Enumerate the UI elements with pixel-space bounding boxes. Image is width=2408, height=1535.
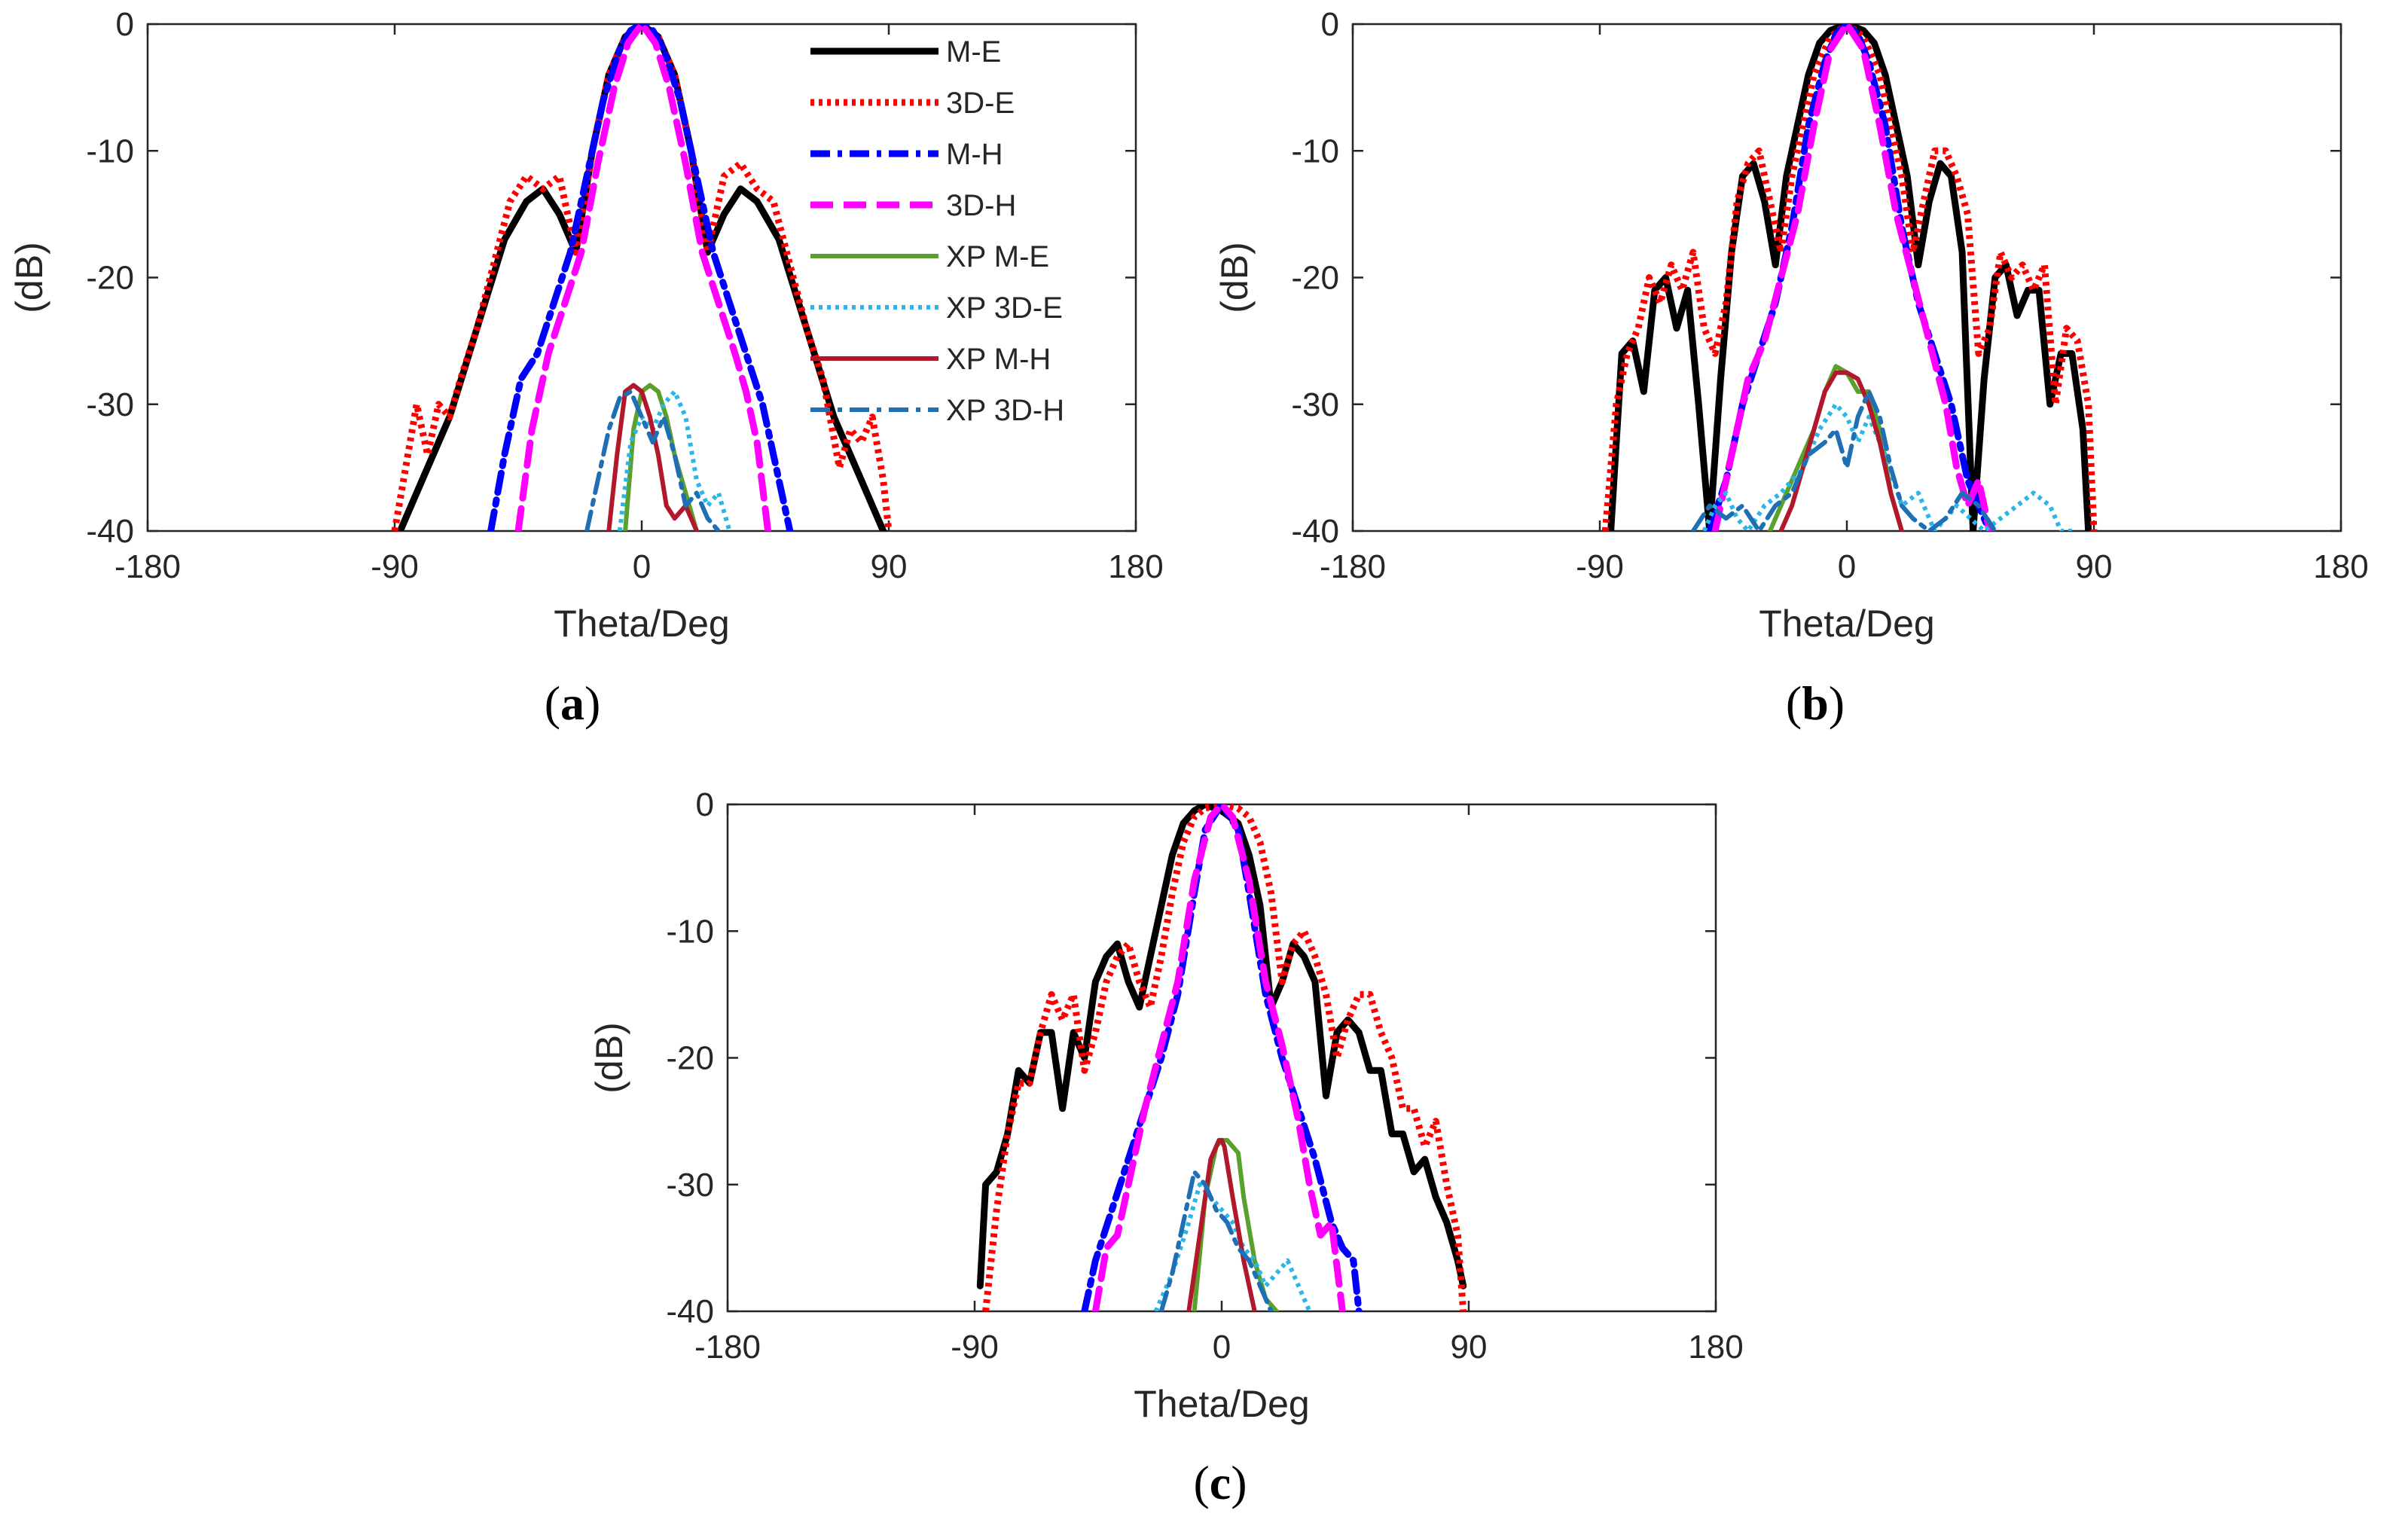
y-tick-label: -20 xyxy=(1291,260,1339,297)
x-tick-label: 180 xyxy=(1688,1329,1743,1366)
legend-entry: XP M-E xyxy=(946,240,1049,273)
y-tick-label: 0 xyxy=(116,6,134,43)
x-tick-label: 180 xyxy=(1108,548,1163,585)
y-axis-label: (dB) xyxy=(8,242,50,313)
series-line-3d-h xyxy=(514,24,772,531)
series-line-xp-m-e xyxy=(623,383,699,531)
panel-label-open: ( xyxy=(545,676,560,730)
x-tick-label: 90 xyxy=(2076,548,2113,585)
panel-label-close: ) xyxy=(584,676,600,730)
x-axis-label: Theta/Deg xyxy=(1134,1383,1309,1425)
x-tick-label: -90 xyxy=(951,1329,999,1366)
panel-a: -180 -90 0 90 180 0 -10 -20 -30 -40 Theta/Deg (dB) (… xyxy=(8,6,1164,730)
panel-label-open: ( xyxy=(1786,676,1802,730)
y-tick-label: -30 xyxy=(1291,386,1339,423)
series-line-m-e xyxy=(396,24,887,531)
y-tick-label: -10 xyxy=(666,913,714,950)
y-tick-label: -10 xyxy=(86,133,134,169)
x-tick-label: 0 xyxy=(1838,548,1856,585)
panel-label-letter: b xyxy=(1802,676,1829,730)
panel-label-open: ( xyxy=(1193,1456,1209,1509)
y-tick-label: -40 xyxy=(1291,513,1339,550)
legend-entry: M-E xyxy=(946,35,1001,69)
series-line-xp-3d-h xyxy=(1690,389,1998,531)
series-line-3d-e xyxy=(391,24,893,531)
x-tick-label: -90 xyxy=(371,548,419,585)
x-tick-label: -180 xyxy=(694,1329,761,1366)
series-line-m-h xyxy=(487,24,794,531)
plot-area xyxy=(1351,23,2342,533)
panel-label: (b) xyxy=(1786,676,1845,730)
y-tick-label: -10 xyxy=(1291,133,1339,169)
plot-area xyxy=(726,803,1717,1313)
x-tick-label: 0 xyxy=(633,548,651,585)
x-tick-label: -180 xyxy=(114,548,181,585)
series-group xyxy=(1601,24,2098,531)
y-tick-label: -30 xyxy=(86,386,134,423)
series-line-3d-e xyxy=(982,804,1467,1311)
x-tick-label: -180 xyxy=(1320,548,1386,585)
series-line-xp-3d-h xyxy=(584,389,721,531)
legend-entry: XP M-H xyxy=(946,343,1051,376)
legend-entry: XP 3D-H xyxy=(946,394,1064,427)
y-tick-label: -20 xyxy=(666,1040,714,1077)
panel-label-letter: a xyxy=(560,676,584,730)
x-tick-label: 90 xyxy=(1451,1329,1488,1366)
legend-entry: 3D-H xyxy=(946,189,1016,222)
y-axis-label: (dB) xyxy=(588,1022,630,1093)
series-line-xp-m-e xyxy=(1768,364,1904,531)
y-tick-label: 0 xyxy=(696,786,714,823)
x-tick-label: 90 xyxy=(871,548,908,585)
series-line-3d-h xyxy=(1091,804,1346,1311)
panel-label: (c) xyxy=(1193,1456,1247,1509)
legend: M-E 3D-E M-H 3D-H XP M-E XP 3D-E XP M-H XP 3D-H xyxy=(810,35,1064,427)
panel-label: (a) xyxy=(545,676,601,730)
panel-b: -180 -90 0 90 180 0 -10 -20 -30 -40 Theta/Deg (dB) (… xyxy=(1213,6,2369,730)
legend-entry: M-H xyxy=(946,138,1003,171)
series-line-xp-3d-h xyxy=(1158,1169,1274,1311)
panel-label-letter: c xyxy=(1210,1456,1231,1509)
series-line-xp-3d-e xyxy=(1701,401,2072,531)
y-tick-label: -40 xyxy=(666,1293,714,1330)
plot-area xyxy=(146,23,1137,533)
y-axis-label: (dB) xyxy=(1213,242,1256,313)
series-line-3d-e xyxy=(1601,24,2098,531)
x-axis-label: Theta/Deg xyxy=(554,603,729,645)
legend-entry: XP 3D-E xyxy=(946,291,1063,325)
panel-c: -180 -90 0 90 180 0 -10 -20 -30 -40 Theta/Deg (dB) (… xyxy=(588,786,1744,1509)
legend-entry: 3D-E xyxy=(946,87,1015,120)
series-group xyxy=(976,804,1467,1311)
panel-label-close: ) xyxy=(1829,676,1845,730)
y-tick-label: -40 xyxy=(86,513,134,550)
series-line-xp-m-h xyxy=(606,383,699,531)
panel-label-close: ) xyxy=(1231,1456,1247,1509)
series-group xyxy=(391,24,893,531)
series-line-xp-3d-e xyxy=(1153,1182,1312,1311)
series-line-xp-m-h xyxy=(1186,1137,1257,1311)
y-tick-label: -30 xyxy=(666,1167,714,1204)
series-line-m-e xyxy=(976,804,1467,1289)
y-tick-label: -20 xyxy=(86,260,134,297)
x-axis-label: Theta/Deg xyxy=(1759,603,1934,645)
y-tick-label: 0 xyxy=(1321,6,1339,43)
series-line-xp-3d-e xyxy=(617,389,732,531)
x-tick-label: 180 xyxy=(2313,548,2368,585)
series-line-3d-h xyxy=(1711,24,1993,531)
x-tick-label: -90 xyxy=(1576,548,1624,585)
x-tick-label: 0 xyxy=(1213,1329,1231,1366)
